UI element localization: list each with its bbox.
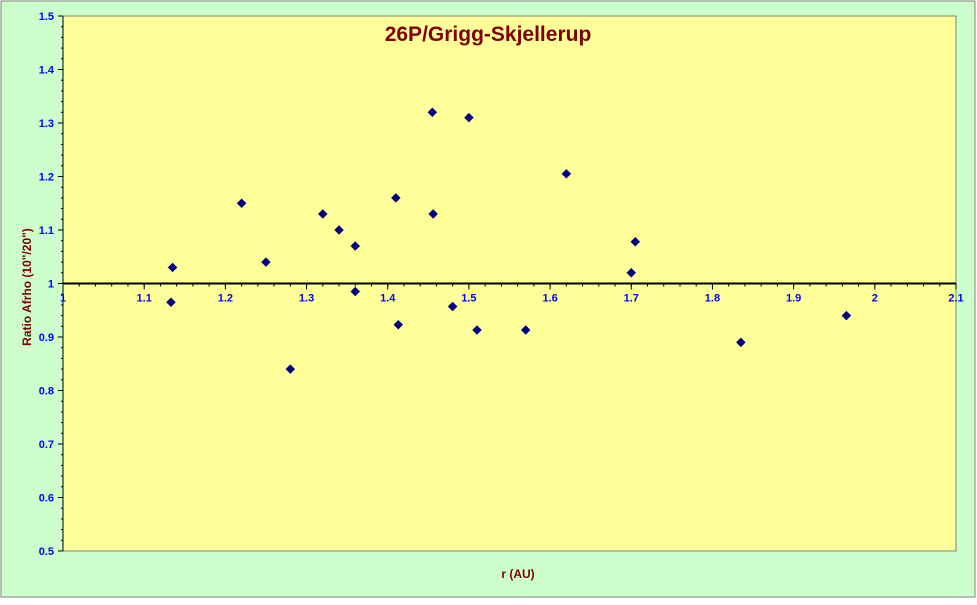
x-origin-label: 1 <box>60 293 66 305</box>
y-tick-label: 1.3 <box>39 118 54 130</box>
x-tick-label: 1.8 <box>705 293 720 305</box>
data-point <box>390 193 401 203</box>
data-point <box>167 262 178 273</box>
data-point <box>236 198 247 209</box>
data-point <box>428 209 439 219</box>
y-tick-label: 1 <box>48 279 54 291</box>
y-tick-label: 0.7 <box>39 439 54 451</box>
data-point <box>261 257 271 267</box>
y-axis-title: Ratio Afrho (10"/20") <box>20 228 34 346</box>
x-tick-label: 1.6 <box>542 293 557 305</box>
y-tick-label: 1.4 <box>39 65 55 77</box>
y-tick-label: 1.5 <box>39 11 54 23</box>
x-tick-label: 1.1 <box>137 293 152 305</box>
data-point <box>626 267 637 278</box>
data-point <box>334 225 344 235</box>
x-tick-label: 1.2 <box>218 293 233 305</box>
y-axis: 0.5 0.6 0.7 0.8 0.9 1 1.1 1.2 1.3 1.4 1.5 <box>39 11 64 558</box>
x-tick-label: 2 <box>872 293 878 305</box>
data-point <box>630 236 641 247</box>
y-tick-label: 1.2 <box>39 172 54 184</box>
data-point <box>464 112 474 123</box>
x-tick-label: 1.4 <box>380 293 396 305</box>
data-point <box>350 241 361 251</box>
x-tick-label: 1.3 <box>299 293 314 305</box>
data-point <box>350 286 361 297</box>
x-axis: 1 1.1 1.2 1.3 1.4 1.5 1.6 1.7 1.8 1.9 2 2.1 <box>60 282 964 305</box>
data-point <box>561 168 572 179</box>
y-tick-label: 1.1 <box>39 225 54 237</box>
data-point <box>166 297 176 308</box>
data-point <box>472 325 482 335</box>
x-tick-label: 1.9 <box>786 293 801 305</box>
data-point <box>736 337 746 348</box>
y-tick-label: 0.8 <box>39 386 54 398</box>
y-tick-label: 0.5 <box>39 546 54 558</box>
data-point <box>393 319 404 330</box>
data-point <box>427 107 438 118</box>
data-point <box>285 364 296 374</box>
data-point <box>447 301 458 312</box>
data-point <box>841 310 852 321</box>
data-points <box>166 107 852 374</box>
data-point <box>520 325 531 335</box>
x-tick-label: 1.5 <box>461 293 476 305</box>
chart-title: 26P/Grigg-Skjellerup <box>385 23 592 46</box>
x-axis-title: r (AU) <box>501 567 534 581</box>
x-tick-label: 1.7 <box>624 293 639 305</box>
data-point <box>317 209 328 219</box>
y-tick-label: 0.9 <box>39 332 54 344</box>
x-tick-label: 2.1 <box>948 293 963 305</box>
y-tick-label: 0.6 <box>39 493 54 505</box>
